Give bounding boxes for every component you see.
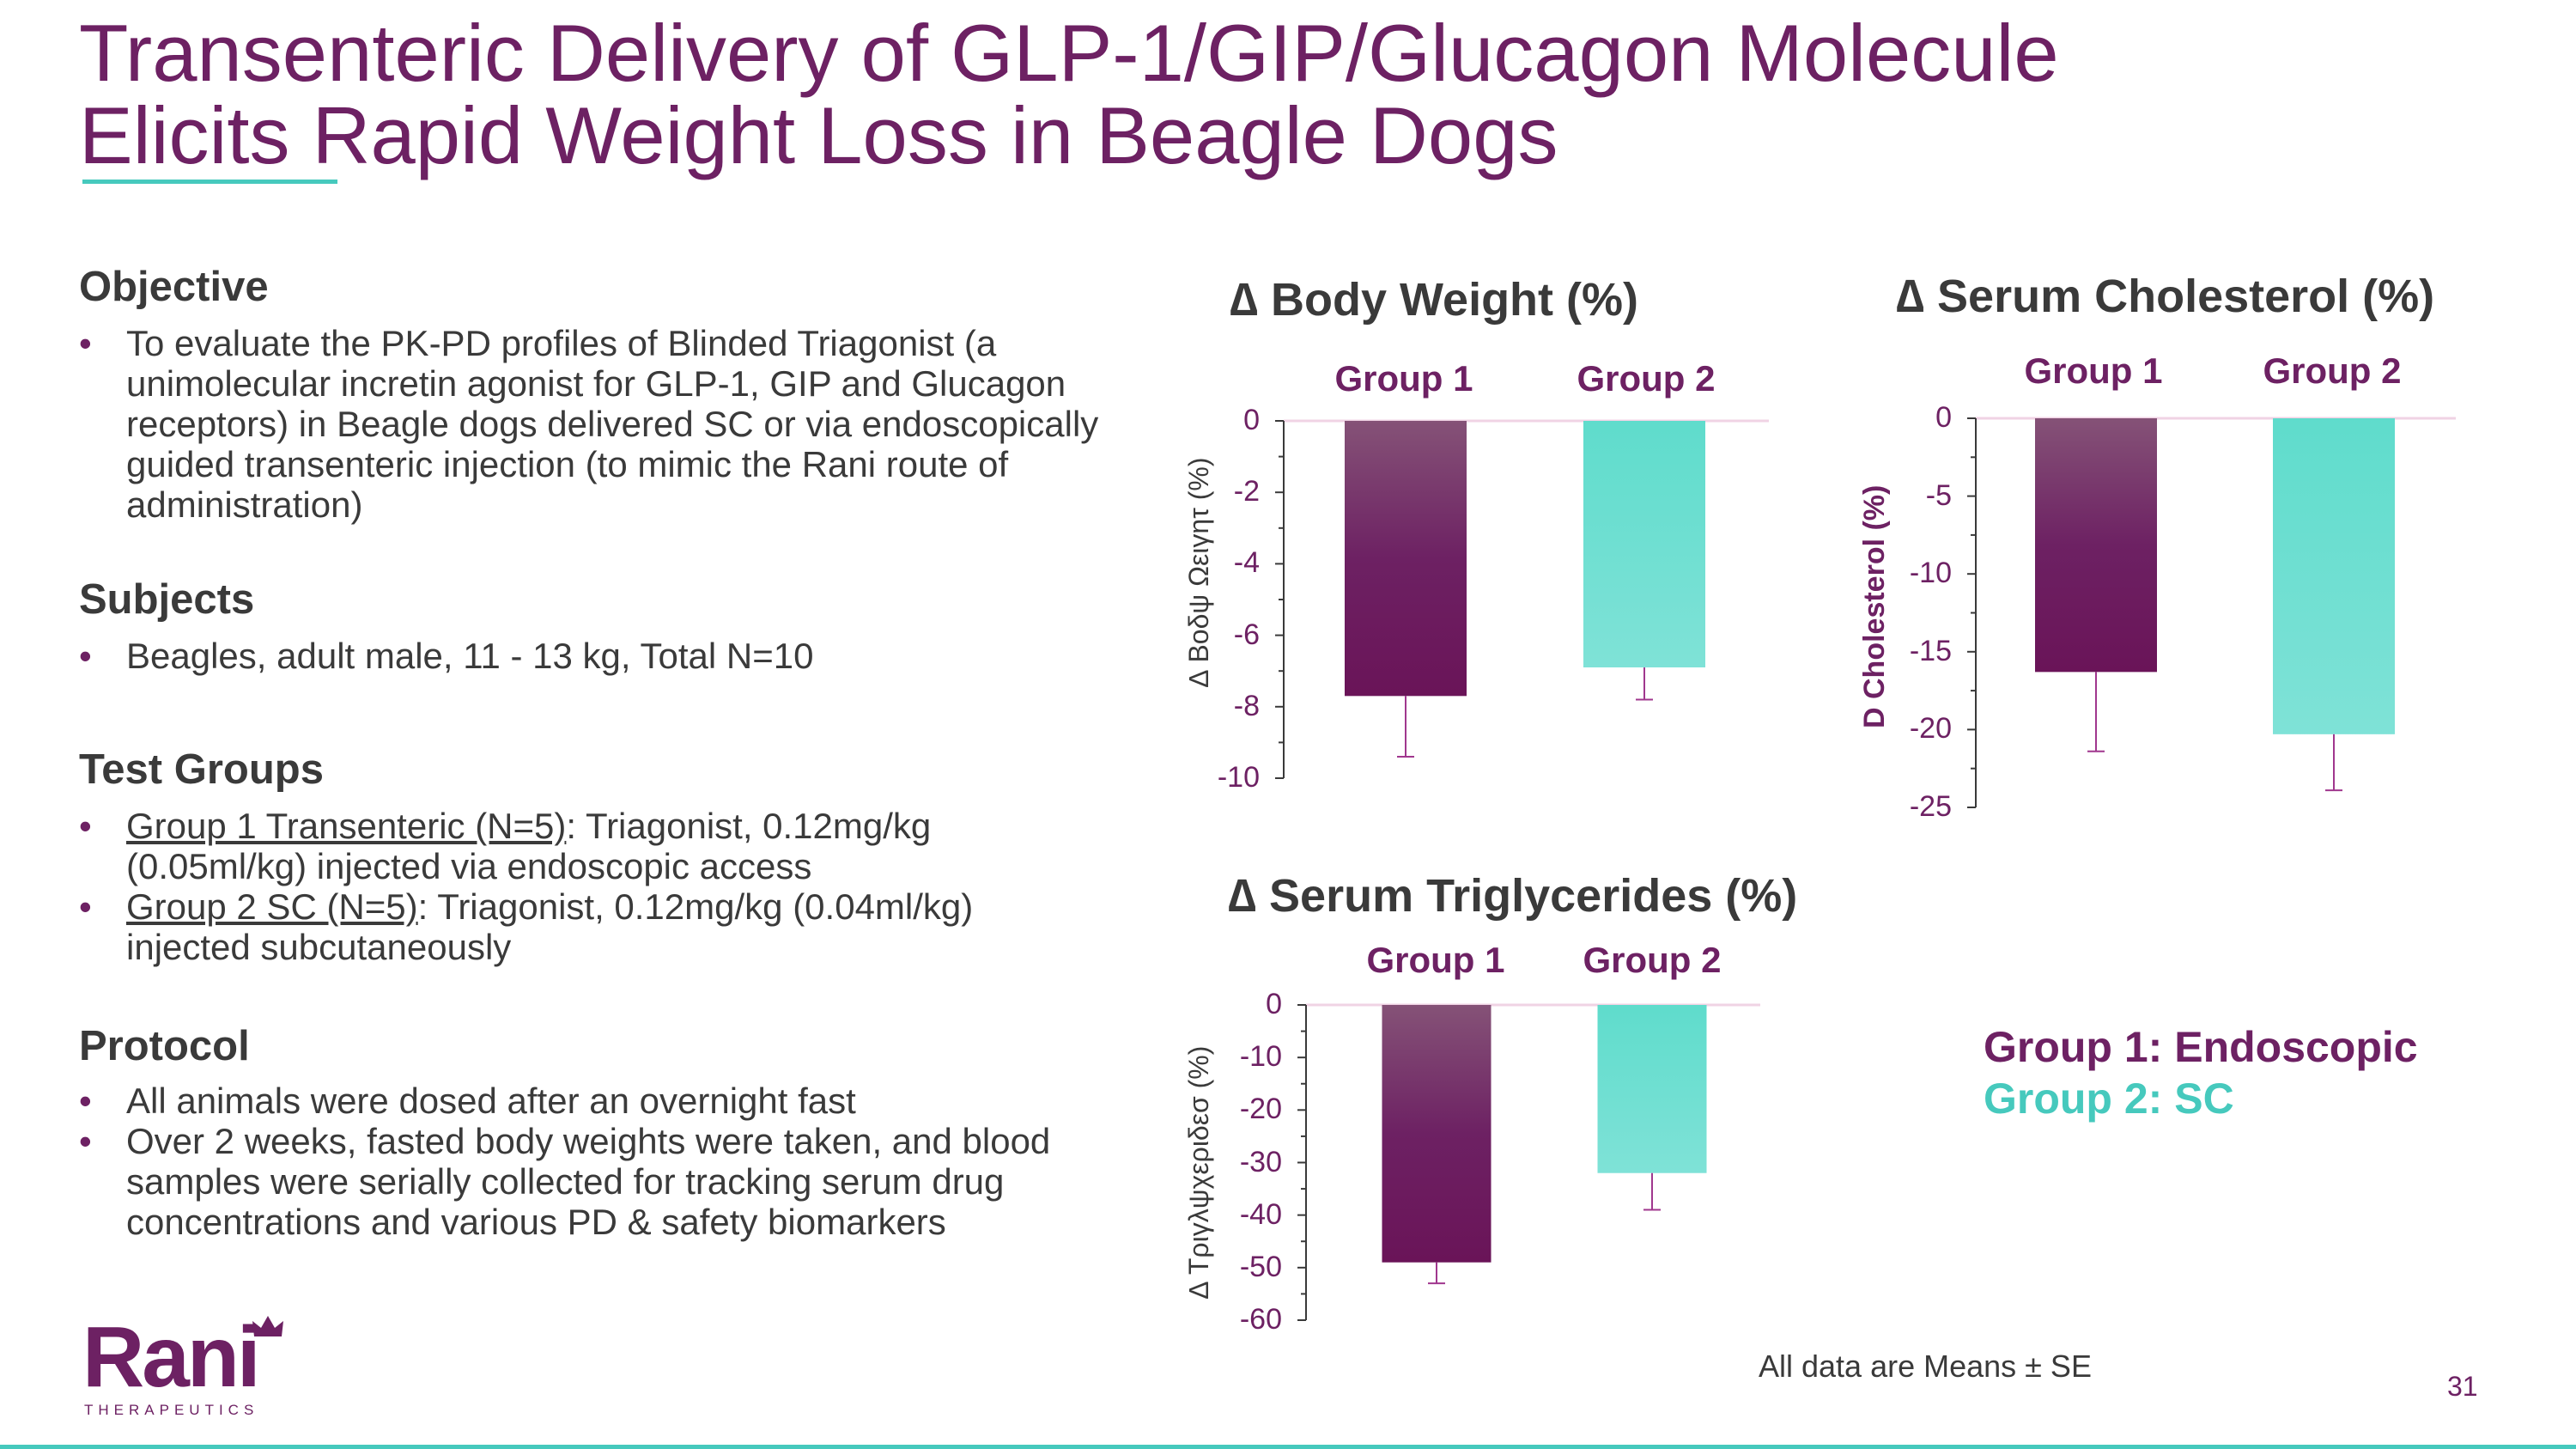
chart-triglycerides-bar-group-1 [1382, 1005, 1492, 1263]
title-line-2: Elicits Rapid Weight Loss in Beagle Dogs [79, 90, 1558, 180]
objective-heading: Objective [79, 264, 269, 310]
chart-triglycerides-ytick-label: -30 [1239, 1145, 1282, 1178]
objective-text: To evaluate the PK-PD profiles of Blinde… [126, 323, 1099, 525]
chart-body-weight-ytick-label: -8 [1233, 689, 1260, 722]
chart-cholesterol-ytick-label: -10 [1909, 557, 1952, 590]
subjects-bullet: • Beagles, adult male, 11 - 13 kg, Total… [79, 636, 1161, 676]
chart-cholesterol-ytick-label: 0 [1935, 401, 1952, 434]
legend-group-2: Group 2: SC [1984, 1075, 2234, 1123]
test-groups-heading: Test Groups [79, 746, 324, 793]
group-2-label: Group 2 SC (N=5) [126, 886, 418, 927]
test-group-2-bullet: • Group 2 SC (N=5): Triagonist, 0.12mg/k… [79, 886, 1024, 967]
chart-body-weight-bar-group-1 [1345, 421, 1467, 697]
chart-triglycerides-title: ∆ Serum Triglycerides (%) [1228, 870, 1798, 922]
chart-body-weight-title: ∆ Body Weight (%) [1230, 274, 1639, 326]
chart-triglycerides-ytick-label: -50 [1239, 1250, 1282, 1283]
bullet-dot: • [79, 806, 92, 846]
chart-cholesterol-title: ∆ Serum Cholesterol (%) [1896, 271, 2435, 322]
chart-triglycerides-ytick-label: -40 [1239, 1197, 1282, 1231]
chart-cholesterol-bar-group-2 [2273, 418, 2395, 734]
crown-icon [252, 1316, 283, 1336]
title-line-1: Transenteric Delivery of GLP-1/GIP/Gluca… [79, 8, 2059, 98]
group-2-text: : Triagonist, 0.12mg/kg (0.04ml/kg) inje… [126, 886, 974, 967]
chart-cholesterol-ytick-label: -5 [1925, 478, 1952, 512]
protocol-text-2: Over 2 weeks, fasted body weights were t… [126, 1121, 1051, 1242]
chart-triglycerides-group-1-label: Group 1 [1366, 940, 1505, 980]
page-title: Transenteric Delivery of GLP-1/GIP/Gluca… [79, 12, 2312, 177]
page-number: 31 [2447, 1371, 2478, 1402]
chart-triglycerides-bar-group-2 [1597, 1005, 1707, 1173]
chart-body-weight-group-1-label: Group 1 [1334, 358, 1473, 399]
logo-subtitle: THERAPEUTICS [84, 1402, 259, 1418]
legend-group-1: Group 1: Endoscopic [1984, 1023, 2418, 1071]
chart-cholesterol-ytick-label: -25 [1909, 790, 1952, 823]
chart-body-weight-ytick-label: 0 [1243, 404, 1260, 436]
chart-cholesterol-ytick-label: -20 [1909, 712, 1952, 746]
bullet-dot: • [79, 636, 92, 676]
footer-accent-line [0, 1445, 2576, 1449]
chart-cholesterol-group-2-label: Group 2 [2263, 350, 2402, 391]
protocol-heading: Protocol [79, 1023, 250, 1069]
protocol-text-1: All animals were dosed after an overnigh… [126, 1081, 856, 1121]
chart-body-weight-ytick-label: -2 [1233, 475, 1260, 508]
title-accent-underline [82, 180, 337, 184]
bullet-dot: • [79, 886, 92, 927]
chart-body-weight-ytick-label: -6 [1233, 618, 1260, 651]
subjects-text: Beagles, adult male, 11 - 13 kg, Total N… [126, 636, 814, 676]
group-1-label: Group 1 Transenteric (N=5) [126, 806, 567, 846]
chart-triglycerides-ytick-label: -20 [1239, 1093, 1282, 1126]
logo-wordmark: Rani [82, 1309, 261, 1405]
chart-body-weight-ytick-label: -4 [1233, 546, 1260, 580]
chart-body-weight-ytick-label: -10 [1217, 761, 1260, 794]
chart-triglycerides-ytick-label: 0 [1266, 988, 1282, 1020]
chart-cholesterol-bar-group-1 [2035, 418, 2157, 673]
bullet-dot: • [79, 1121, 92, 1161]
test-group-1-bullet: • Group 1 Transenteric (N=5): Triagonist… [79, 806, 1024, 886]
objective-bullet: • To evaluate the PK-PD profiles of Blin… [79, 323, 1161, 525]
bullet-dot: • [79, 1081, 92, 1121]
protocol-bullet-1: • All animals were dosed after an overni… [79, 1081, 1152, 1121]
chart-triglycerides-ytick-label: -60 [1239, 1303, 1282, 1336]
protocol-bullet-2: • Over 2 weeks, fasted body weights were… [79, 1121, 1152, 1242]
chart-triglycerides-group-2-label: Group 2 [1583, 940, 1722, 980]
footnote: All data are Means ± SE [1759, 1349, 2092, 1384]
chart-triglycerides-ytick-label: -10 [1239, 1040, 1282, 1074]
chart-body-weight-group-2-label: Group 2 [1577, 358, 1716, 399]
rani-logo: Rani THERAPEUTICS [82, 1309, 289, 1418]
chart-cholesterol-ytick-label: -15 [1909, 634, 1952, 667]
group-1-text: : Triagonist, 0.12mg/kg (0.05ml/kg) inje… [126, 806, 932, 886]
subjects-heading: Subjects [79, 576, 255, 623]
chart-cholesterol-group-1-label: Group 1 [2024, 350, 2163, 391]
bullet-dot: • [79, 323, 92, 363]
chart-body-weight-bar-group-2 [1583, 421, 1705, 668]
